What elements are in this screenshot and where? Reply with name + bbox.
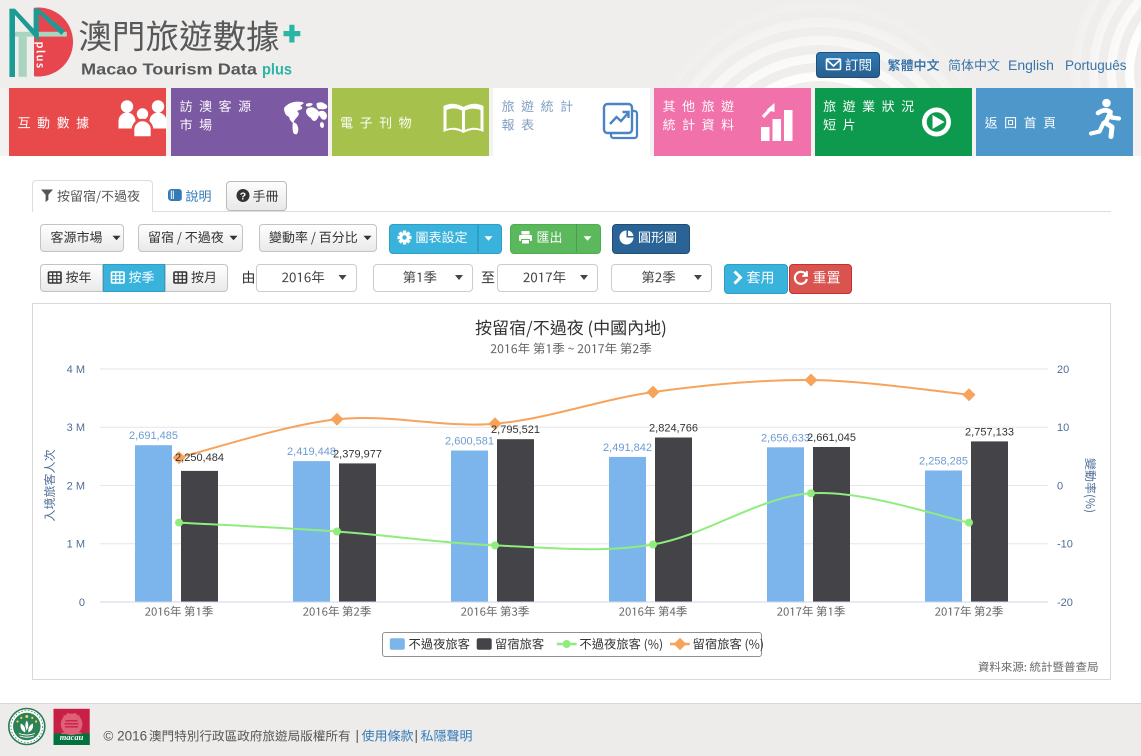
svg-text:Português: Português (1065, 58, 1127, 73)
svg-text:English: English (1008, 57, 1054, 73)
svg-text:2,419,448: 2,419,448 (287, 446, 336, 458)
svg-text:2,691,485: 2,691,485 (129, 430, 178, 442)
svg-text:2,656,633: 2,656,633 (761, 432, 810, 444)
svg-text:macau: macau (60, 732, 84, 742)
svg-text:2,795,521: 2,795,521 (491, 424, 540, 436)
svg-text:0: 0 (1057, 481, 1063, 493)
svg-text:2,258,285: 2,258,285 (919, 455, 968, 467)
svg-text:2,661,045: 2,661,045 (807, 432, 856, 444)
svg-text:2,491,842: 2,491,842 (603, 442, 652, 454)
svg-text:20: 20 (1057, 364, 1069, 376)
svg-text:Macao Tourism Data: Macao Tourism Data (81, 62, 257, 79)
svg-text:2,824,766: 2,824,766 (649, 422, 698, 434)
svg-text:4 M: 4 M (67, 364, 85, 376)
svg-text:© 2016: © 2016 (103, 729, 147, 744)
svg-text:2 M: 2 M (67, 481, 85, 493)
svg-text:10: 10 (1057, 422, 1069, 434)
svg-text:|: | (356, 728, 360, 743)
svg-text:0: 0 (79, 597, 85, 609)
svg-text:|: | (415, 728, 419, 743)
svg-text:?: ? (240, 191, 246, 203)
svg-text:2,600,581: 2,600,581 (445, 436, 494, 448)
svg-text:-10: -10 (1057, 539, 1073, 551)
svg-text:2,250,484: 2,250,484 (175, 452, 224, 464)
svg-text:plus: plus (262, 62, 292, 79)
svg-text:-20: -20 (1057, 597, 1073, 609)
svg-text:3 M: 3 M (67, 422, 85, 434)
svg-text:2,757,133: 2,757,133 (965, 426, 1014, 438)
svg-text:2,379,977: 2,379,977 (333, 448, 382, 460)
svg-text:1 M: 1 M (67, 539, 85, 551)
